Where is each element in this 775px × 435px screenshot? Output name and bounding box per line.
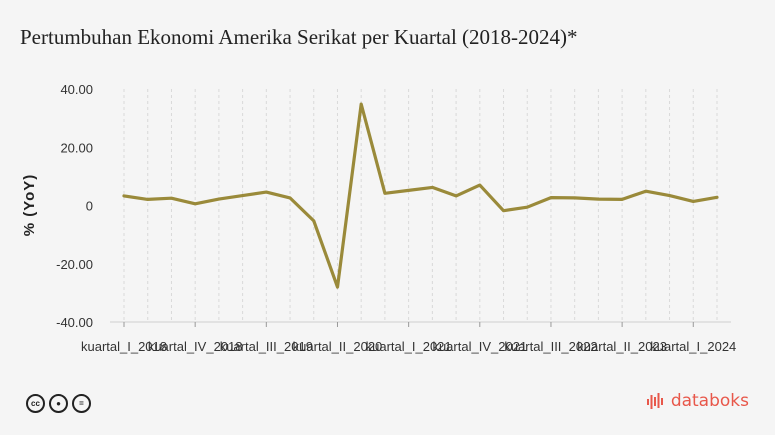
brand-logo: databoks <box>646 391 749 411</box>
license-icons: cc ● = <box>26 394 91 413</box>
x-tick-label: kuartal_I_2018 <box>81 339 167 354</box>
chart-title: Pertumbuhan Ekonomi Amerika Serikat per … <box>20 25 578 49</box>
y-tick-label: 40.00 <box>60 82 93 97</box>
y-axis-label: % (YoY) <box>21 174 38 237</box>
y-tick-label: -40.00 <box>56 315 93 330</box>
x-tick-label: kuartal_II_2023 <box>577 339 667 354</box>
x-tick-label: kuartal_I_2024 <box>650 339 736 354</box>
x-tick-label: kuartal_IV_2018 <box>148 339 243 354</box>
cc-icon: cc <box>26 394 45 413</box>
x-tick-label: kuartal_IV_2021 <box>432 339 527 354</box>
y-tick-label: -20.00 <box>56 257 93 272</box>
x-tick-label: kuartal_II_2020 <box>293 339 383 354</box>
x-tick-label: kuartal_I_2021 <box>366 339 452 354</box>
databoks-bars-icon <box>646 393 663 409</box>
y-tick-labels: 40.00 20.00 0 -20.00 -40.00 <box>56 82 93 330</box>
x-tick-label: kuartal_III_2019 <box>220 339 313 354</box>
brand-name: databoks <box>670 391 749 411</box>
x-tick-label: kuartal_III_2022 <box>504 339 597 354</box>
series-line <box>122 102 719 289</box>
by-icon: ● <box>49 394 68 413</box>
grid-lines <box>123 89 718 322</box>
nd-icon: = <box>72 394 91 413</box>
y-tick-label: 0 <box>86 199 93 214</box>
x-tick-labels: kuartal_I_2018kuartal_IV_2018kuartal_III… <box>81 322 736 354</box>
y-tick-label: 20.00 <box>60 140 93 155</box>
